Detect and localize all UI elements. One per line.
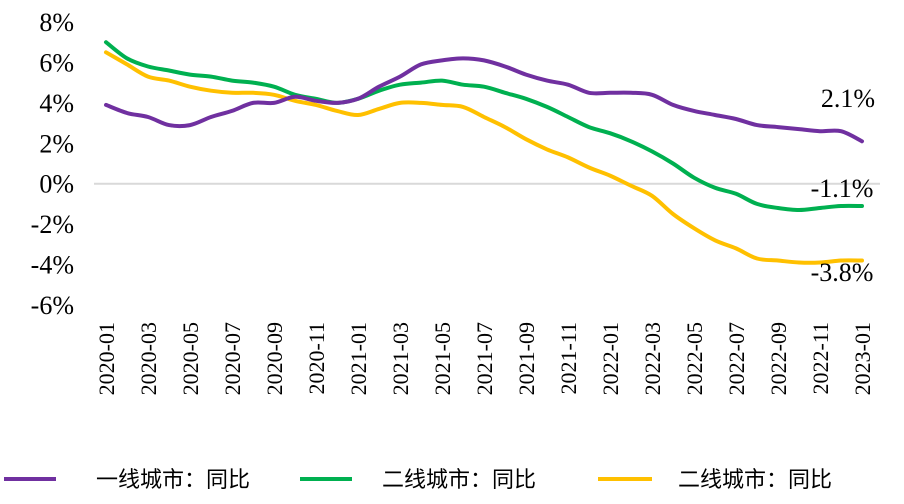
series-lines <box>104 40 864 265</box>
legend-label: 二线城市：同比 <box>382 468 536 493</box>
x-tick-label: 2020-09 <box>262 322 287 395</box>
x-tick-label: 2021-03 <box>388 322 413 395</box>
y-tick-label: 4% <box>39 89 74 118</box>
y-tick-label: -4% <box>31 251 74 280</box>
x-tick-label: 2022-05 <box>682 322 707 395</box>
y-tick-label: -2% <box>31 210 74 239</box>
x-axis: 2020-01 2020-03 2020-05 2020-07 2020-09 2020-… <box>94 322 875 395</box>
y-tick-label: 8% <box>39 8 74 37</box>
series-line-2 <box>104 40 864 212</box>
y-tick-label: 2% <box>39 129 74 158</box>
x-tick-label: 2020-05 <box>178 322 203 395</box>
legend-label: 一线城市：同比 <box>96 468 250 493</box>
legend: 一线城市：同比 二线城市：同比 二线城市：同比 <box>4 468 832 493</box>
x-tick-label: 2021-07 <box>472 322 497 395</box>
x-tick-label: 2020-03 <box>136 322 161 395</box>
x-tick-label: 2020-11 <box>304 322 329 395</box>
legend-label: 二线城市：同比 <box>678 468 832 493</box>
x-tick-label: 2021-09 <box>514 322 539 395</box>
x-tick-label: 2021-05 <box>430 322 455 395</box>
x-tick-label: 2023-01 <box>850 322 875 395</box>
x-tick-label: 2021-01 <box>346 322 371 395</box>
x-tick-label: 2022-07 <box>724 322 749 395</box>
end-value-label: -3.8% <box>811 258 874 287</box>
y-tick-label: 6% <box>39 48 74 77</box>
x-tick-label: 2022-01 <box>598 322 623 395</box>
end-value-label: -1.1% <box>811 174 874 203</box>
x-tick-label: 2020-07 <box>220 322 245 395</box>
x-tick-label: 2022-03 <box>640 322 665 395</box>
x-tick-label: 2021-11 <box>556 322 581 395</box>
series-line-3 <box>104 50 864 265</box>
y-tick-label: -6% <box>31 291 74 320</box>
series-line-1 <box>104 56 864 144</box>
x-tick-label: 2020-01 <box>94 322 119 395</box>
y-axis: 8% 6% 4% 2% 0% -2% -4% -6% <box>31 8 74 320</box>
end-value-label: 2.1% <box>821 84 875 113</box>
x-tick-label: 2022-09 <box>766 322 791 395</box>
end-labels: 2.1% -1.1% -3.8% <box>811 84 876 287</box>
y-tick-label: 0% <box>39 170 74 199</box>
x-tick-label: 2022-11 <box>808 322 833 395</box>
